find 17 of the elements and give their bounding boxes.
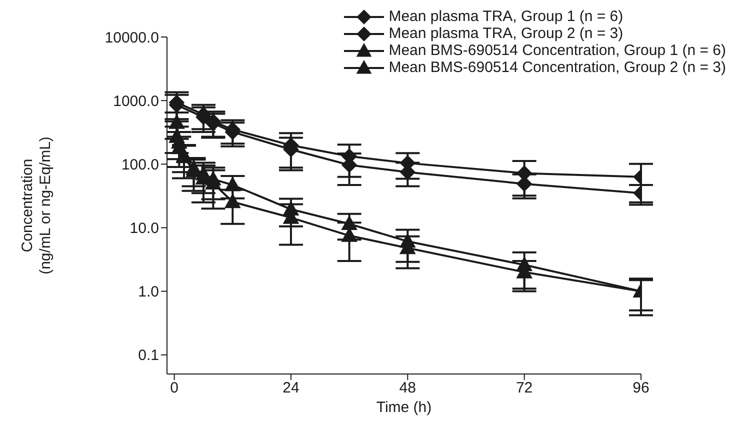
y-tick-label: 1.0 [138, 284, 159, 301]
x-tick-label: 24 [282, 380, 300, 397]
legend-label: Mean plasma TRA, Group 2 (n = 3) [388, 25, 624, 42]
y-tick-label: 10.0 [130, 220, 159, 238]
y-tick-label: 1000.0 [113, 92, 159, 110]
x-tick-label: 72 [516, 380, 533, 397]
x-tick-label: 96 [632, 380, 650, 397]
x-tick-label: 0 [170, 380, 178, 397]
y-axis-title: Concentration (ng/mL or ng-Eq/mL) [19, 136, 54, 274]
y-tick-label: 10000.0 [104, 29, 159, 46]
x-tick-label: 48 [399, 380, 416, 397]
y-tick-label: 100.0 [121, 156, 159, 174]
legend-label: Mean BMS-690514 Concentration, Group 2 (n = 3) [388, 59, 726, 76]
legend-label: Mean BMS-690514 Concentration, Group 1 (n = 6) [388, 42, 726, 59]
x-axis-title: Time (h) [376, 399, 432, 416]
y-tick-label: 0.1 [138, 347, 159, 364]
legend-label: Mean plasma TRA, Group 1 (n = 6) [388, 8, 624, 25]
